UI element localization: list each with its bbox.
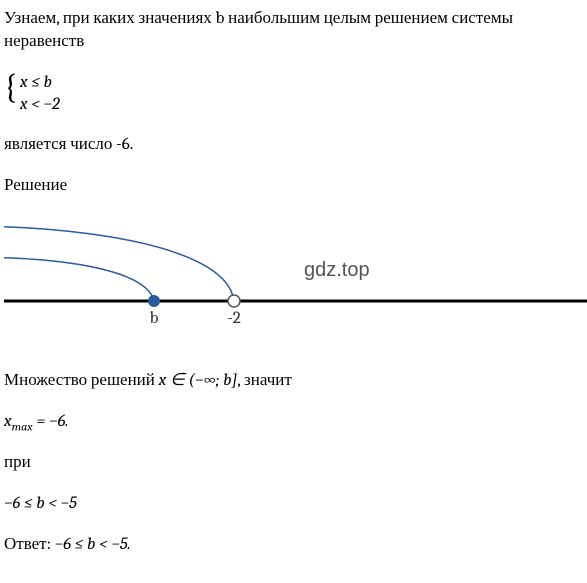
statement-after-system: является число -6. (4, 134, 583, 157)
xmax-sub: max (12, 419, 33, 433)
pri-line: при (4, 452, 583, 475)
problem-line1: Узнаем, при каких значениях b наибольшим… (4, 9, 513, 28)
number-line-svg: b -2 gdz.top (4, 216, 587, 336)
xmax-var: x (4, 412, 12, 431)
set-text-pre: Множество решений (4, 371, 159, 390)
curly-brace-icon: { (4, 70, 17, 104)
solution-heading: Решение (4, 175, 583, 198)
xmax-line: xmax = −6. (4, 411, 583, 434)
set-text-post: , значит (237, 371, 291, 390)
problem-statement: Узнаем, при каких значениях b наибольшим… (4, 8, 583, 54)
inequality-system: { x ≤ b x < −2 (4, 72, 583, 116)
answer-value: −6 ≤ b < −5. (55, 535, 131, 554)
answer-line: Ответ: −6 ≤ b < −5. (4, 534, 583, 557)
number-line-diagram: b -2 gdz.top (4, 216, 583, 344)
set-math: x ∈ (−∞; b] (159, 371, 238, 390)
answer-label: Ответ: (4, 535, 55, 554)
svg-text:-2: -2 (227, 309, 241, 328)
xmax-eq: = −6. (33, 412, 69, 431)
svg-text:gdz.top: gdz.top (304, 259, 370, 281)
system-line-2: x < −2 (20, 94, 583, 116)
problem-line2: неравенств (4, 32, 84, 51)
system-line-1: x ≤ b (20, 72, 583, 94)
svg-text:b: b (150, 309, 159, 328)
solution-set-line: Множество решений x ∈ (−∞; b], значит (4, 370, 583, 393)
